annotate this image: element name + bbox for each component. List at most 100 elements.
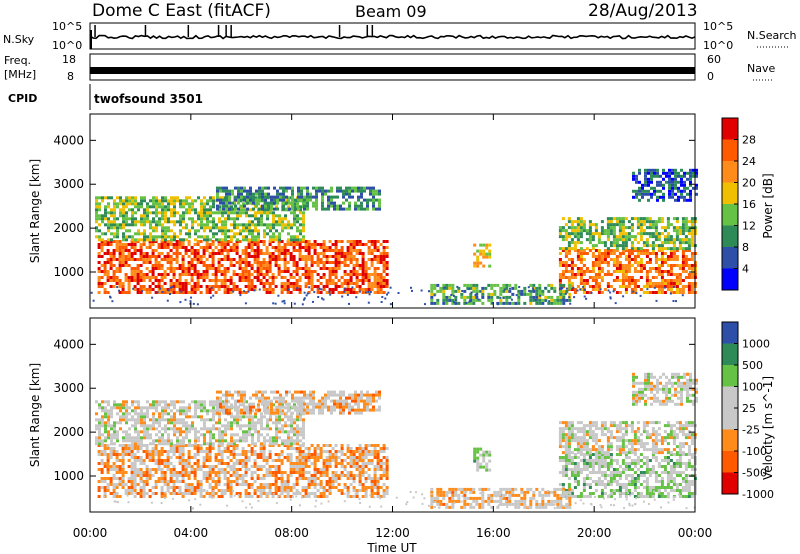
heatmap-cell <box>256 267 260 270</box>
heatmap-cell <box>306 195 309 199</box>
heatmap-cell <box>579 273 583 276</box>
heatmap-cell <box>369 198 372 202</box>
heatmap-cell <box>660 247 664 251</box>
heatmap-cell <box>185 436 188 440</box>
heatmap-cell <box>355 450 359 453</box>
heatmap-cell <box>219 201 222 205</box>
heatmap-cell <box>657 267 661 270</box>
heatmap-cell <box>558 279 562 282</box>
heatmap-cell <box>292 249 296 252</box>
heatmap-cell <box>295 285 299 288</box>
heatmap-cell <box>211 252 215 255</box>
heatmap-cell <box>621 220 625 224</box>
heatmap-cell <box>334 264 338 267</box>
heatmap-cell <box>603 255 607 258</box>
heatmap-cell <box>343 459 347 462</box>
heatmap-cell <box>286 453 290 456</box>
heatmap-cell <box>680 174 683 178</box>
heatmap-cell <box>373 273 377 276</box>
heatmap-cell <box>258 186 261 190</box>
heatmap-cell <box>107 226 110 230</box>
heatmap-cell <box>187 456 191 459</box>
heatmap-cell <box>355 462 359 465</box>
heatmap-cell <box>292 240 296 243</box>
heatmap-cell <box>576 238 580 242</box>
heatmap-cell <box>638 186 641 190</box>
heatmap-cell <box>220 240 224 243</box>
heatmap-cell <box>116 202 119 206</box>
heatmap-cell <box>118 465 122 468</box>
heatmap-cell <box>273 195 276 199</box>
heatmap-cell <box>621 235 625 239</box>
heatmap-cell <box>373 243 377 246</box>
heatmap-cell <box>283 243 287 246</box>
heatmap-cell <box>328 290 331 293</box>
heatmap-cell <box>283 264 287 267</box>
heatmap-cell <box>606 229 610 233</box>
heatmap-cell <box>660 279 664 282</box>
heatmap-cell <box>179 439 182 443</box>
heatmap-cell <box>269 238 272 242</box>
heatmap-cell <box>306 192 309 196</box>
heatmap-cell <box>282 192 285 196</box>
heatmap-cell <box>95 412 98 416</box>
heatmap-cell <box>175 486 179 489</box>
heatmap-cell <box>164 208 167 212</box>
heatmap-cell <box>283 258 287 261</box>
heatmap-cell <box>115 450 119 453</box>
heatmap-cell <box>618 223 622 227</box>
heatmap-cell <box>597 288 601 291</box>
heatmap-cell <box>206 208 209 212</box>
heatmap-cell <box>252 198 255 202</box>
heatmap-cell <box>511 286 515 290</box>
heatmap-cell <box>343 474 347 477</box>
heatmap-cell <box>663 247 667 251</box>
heatmap-cell <box>164 217 167 221</box>
heatmap-cell <box>197 403 200 407</box>
heatmap-cell <box>331 267 335 270</box>
heatmap-cell <box>224 235 227 239</box>
heatmap-cell <box>235 261 239 264</box>
heatmap-cell <box>252 207 255 211</box>
heatmap-cell <box>124 483 128 486</box>
heatmap-cell <box>252 195 255 199</box>
heatmap-cell <box>265 291 269 294</box>
heatmap-cell <box>110 415 113 419</box>
heatmap-cell <box>103 444 107 447</box>
heatmap-cell <box>376 462 380 465</box>
heatmap-cell <box>196 249 200 252</box>
heatmap-cell <box>100 249 104 252</box>
heatmap-cell <box>313 240 317 243</box>
heatmap-cell <box>227 235 230 239</box>
heatmap-cell <box>561 287 564 290</box>
heatmap-cell <box>348 195 351 199</box>
heatmap-cell <box>298 459 302 462</box>
heatmap-cell <box>636 270 640 273</box>
heatmap-cell <box>683 198 686 202</box>
heatmap-cell <box>128 418 131 422</box>
heatmap-cell <box>205 474 209 477</box>
heatmap-cell <box>424 303 426 306</box>
heatmap-cell <box>124 249 128 252</box>
heatmap-cell <box>376 480 380 483</box>
heatmap-cell <box>650 171 653 175</box>
heatmap-cell <box>570 258 574 261</box>
heatmap-cell <box>155 406 158 410</box>
heatmap-cell <box>609 285 613 288</box>
heatmap-cell <box>361 456 365 459</box>
heatmap-cell <box>205 264 209 267</box>
heatmap-cell <box>100 444 104 447</box>
heatmap-cell <box>283 471 287 474</box>
heatmap-cell <box>671 168 674 172</box>
heatmap-cell <box>579 249 583 252</box>
heatmap-cell <box>226 447 230 450</box>
heatmap-cell <box>271 255 275 258</box>
heatmap-cell <box>482 243 486 247</box>
heatmap-cell <box>118 279 122 282</box>
heatmap-cell <box>316 459 320 462</box>
heatmap-cell <box>668 174 671 178</box>
heatmap-cell <box>241 279 245 282</box>
heatmap-cell <box>351 186 354 190</box>
heatmap-cell <box>361 243 365 246</box>
heatmap-cell <box>594 223 598 227</box>
